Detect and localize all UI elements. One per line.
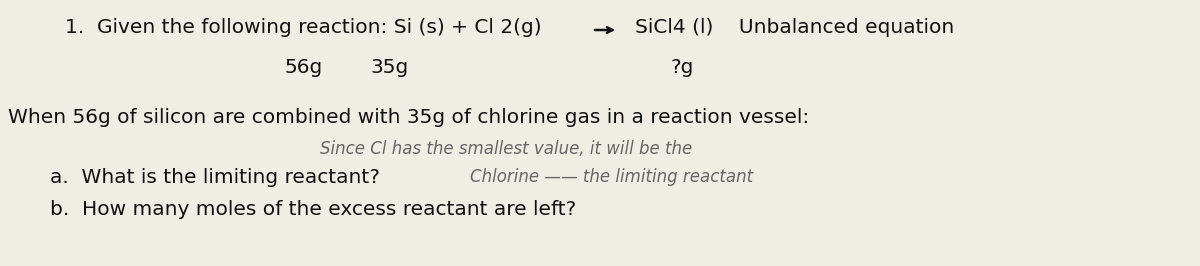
- Text: 1.  Given the following reaction: Si (s) + Cl 2(g): 1. Given the following reaction: Si (s) …: [65, 18, 541, 37]
- Text: 35g: 35g: [370, 58, 408, 77]
- Text: 56g: 56g: [286, 58, 323, 77]
- Text: Chlorine —— the limiting reactant: Chlorine —— the limiting reactant: [470, 168, 754, 186]
- Text: ?g: ?g: [670, 58, 694, 77]
- Text: Since Cl has the smallest value, it will be the: Since Cl has the smallest value, it will…: [320, 140, 692, 158]
- Text: When 56g of silicon are combined with 35g of chlorine gas in a reaction vessel:: When 56g of silicon are combined with 35…: [8, 108, 809, 127]
- Text: SiCl4 (l)    Unbalanced equation: SiCl4 (l) Unbalanced equation: [635, 18, 954, 37]
- Text: b.  How many moles of the excess reactant are left?: b. How many moles of the excess reactant…: [50, 200, 576, 219]
- Text: a.  What is the limiting reactant?: a. What is the limiting reactant?: [50, 168, 380, 187]
